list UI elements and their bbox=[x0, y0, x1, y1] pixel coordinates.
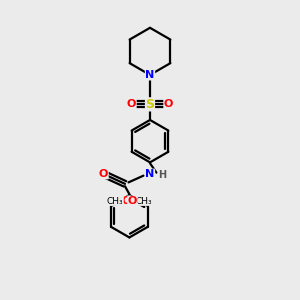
Text: CH₃: CH₃ bbox=[107, 197, 124, 206]
Text: O: O bbox=[99, 169, 108, 179]
Text: O: O bbox=[128, 196, 137, 206]
Text: N: N bbox=[146, 169, 154, 179]
Text: N: N bbox=[146, 70, 154, 80]
Text: H: H bbox=[158, 170, 166, 180]
Text: S: S bbox=[146, 98, 154, 111]
Text: O: O bbox=[122, 196, 131, 206]
Text: O: O bbox=[164, 99, 173, 110]
Text: O: O bbox=[127, 99, 136, 110]
Text: CH₃: CH₃ bbox=[135, 197, 152, 206]
